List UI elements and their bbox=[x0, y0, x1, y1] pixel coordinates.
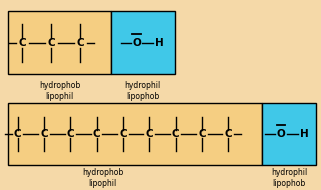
Text: H: H bbox=[155, 38, 164, 48]
Text: C: C bbox=[172, 129, 179, 139]
Text: hydrophil
lipophob: hydrophil lipophob bbox=[271, 168, 307, 188]
Text: hydrophil
lipophob: hydrophil lipophob bbox=[125, 81, 161, 101]
Text: C: C bbox=[76, 38, 84, 48]
FancyBboxPatch shape bbox=[111, 11, 175, 74]
Text: C: C bbox=[145, 129, 153, 139]
Text: H: H bbox=[299, 129, 308, 139]
Text: C: C bbox=[19, 38, 26, 48]
Text: C: C bbox=[14, 129, 22, 139]
Text: C: C bbox=[198, 129, 206, 139]
Text: C: C bbox=[119, 129, 127, 139]
Text: C: C bbox=[40, 129, 48, 139]
Text: C: C bbox=[93, 129, 100, 139]
Text: hydrophob
lipophil: hydrophob lipophil bbox=[39, 81, 80, 101]
Text: C: C bbox=[224, 129, 232, 139]
FancyBboxPatch shape bbox=[262, 103, 316, 165]
Text: C: C bbox=[66, 129, 74, 139]
Text: C: C bbox=[48, 38, 55, 48]
Text: O: O bbox=[276, 129, 285, 139]
Text: hydrophob
lipophil: hydrophob lipophil bbox=[82, 168, 123, 188]
FancyBboxPatch shape bbox=[8, 11, 111, 74]
FancyBboxPatch shape bbox=[8, 103, 262, 165]
Text: O: O bbox=[132, 38, 141, 48]
